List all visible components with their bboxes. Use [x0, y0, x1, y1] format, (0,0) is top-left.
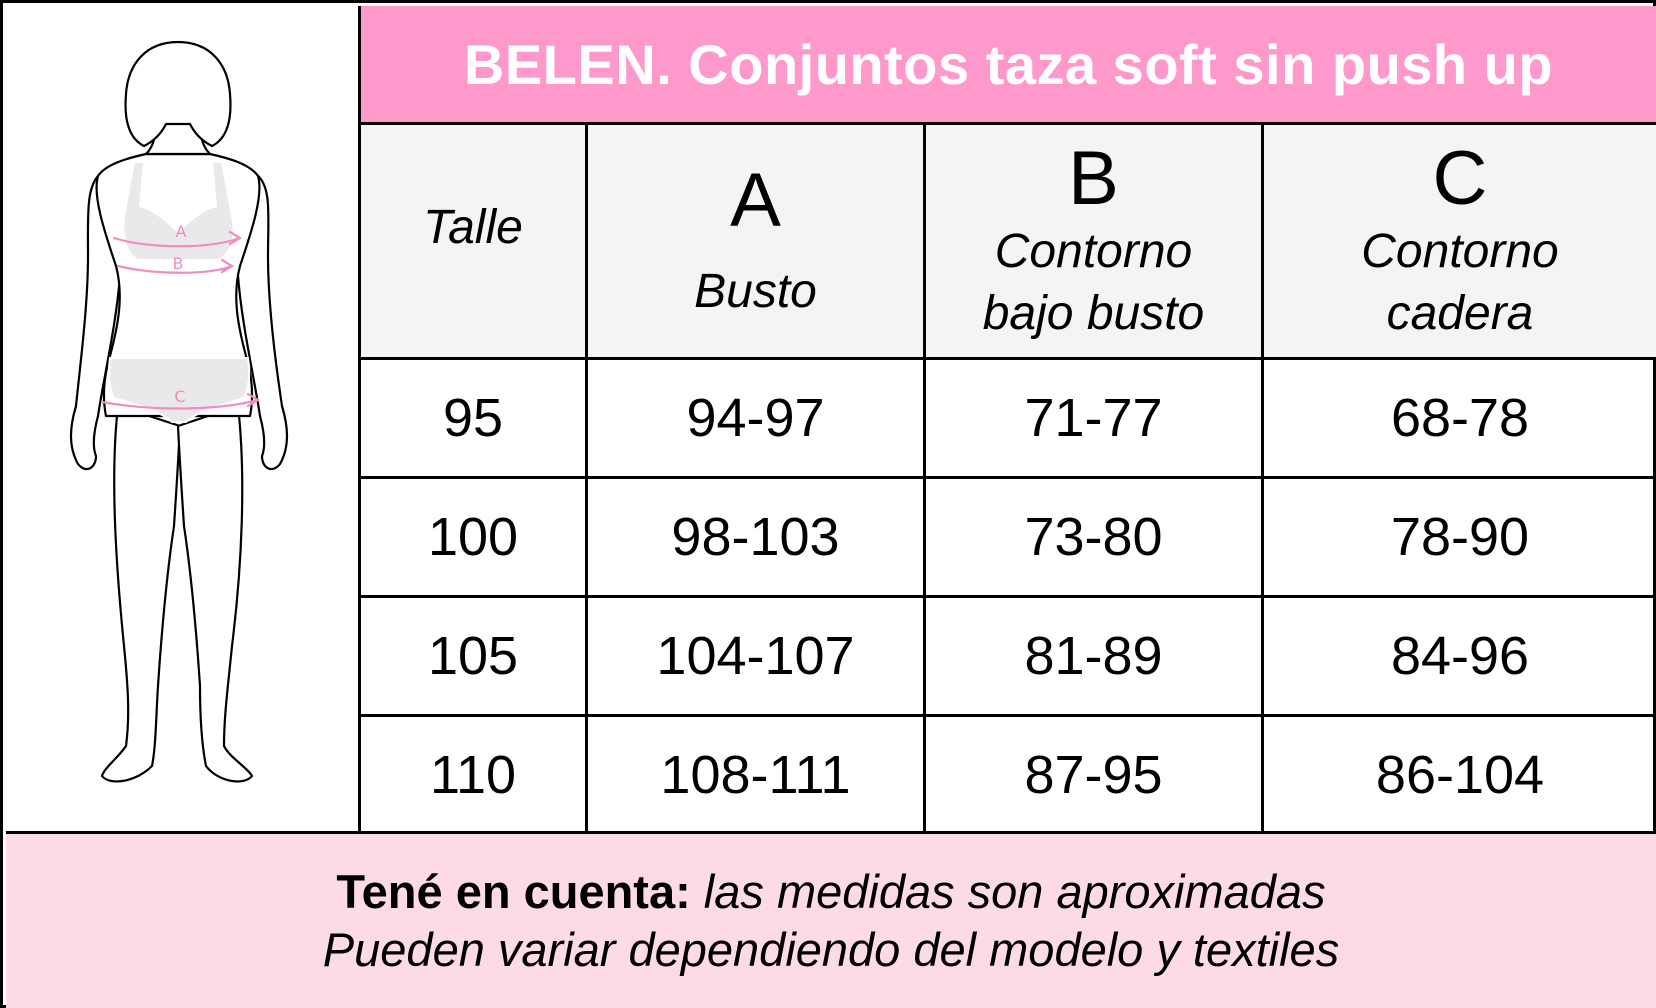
column-label-contorno-c: Contorno [1361, 225, 1559, 278]
cell-busto: 98-103 [585, 476, 926, 598]
body-measurement-figure: A B C [69, 40, 289, 783]
column-label-bajo-busto: bajo busto [982, 287, 1205, 340]
briefs-shape [107, 357, 251, 423]
body-figure-panel: A B C [6, 6, 361, 831]
bra-shape [122, 161, 235, 261]
cell-busto: 104-107 [585, 595, 926, 717]
arrow-a [228, 230, 243, 246]
column-letter-a: A [730, 158, 781, 243]
marker-a: A [176, 222, 187, 241]
underbust-line-b [116, 264, 234, 274]
column-label-cadera: cadera [1386, 287, 1534, 340]
cell-talle: 100 [361, 476, 588, 598]
hip-line-c [100, 398, 260, 410]
cell-busto: 108-111 [585, 714, 926, 833]
table-row: 105 104-107 81-89 84-96 [361, 595, 1656, 717]
table-row: 100 98-103 73-80 78-90 [361, 476, 1656, 598]
arrow-c [246, 392, 261, 408]
cell-talle: 110 [361, 714, 588, 833]
disclaimer-text: las medidas son aproximadas [690, 865, 1326, 918]
table-header-row: Talle A Busto B Contorno bajo busto C Co… [361, 125, 1656, 360]
column-label-contorno-b: Contorno [994, 225, 1193, 278]
cell-cadera: 86-104 [1261, 714, 1656, 833]
disclaimer-footer: Tené en cuenta: las medidas son aproxima… [6, 831, 1656, 1008]
table-row: 110 108-111 87-95 86-104 [361, 714, 1656, 833]
header-cadera: C Contorno cadera [1261, 125, 1656, 360]
cell-bajo-busto: 73-80 [923, 476, 1264, 598]
disclaimer-lead: Tené en cuenta: [336, 865, 691, 918]
talle-label: Talle [423, 200, 523, 254]
cell-bajo-busto: 87-95 [923, 714, 1264, 833]
right-leg [176, 404, 254, 783]
disclaimer-line-1: Tené en cuenta: las medidas son aproxima… [336, 863, 1325, 921]
cell-bajo-busto: 71-77 [923, 357, 1264, 479]
marker-c: C [174, 387, 185, 406]
left-leg [100, 404, 182, 783]
marker-b: B [173, 254, 184, 273]
header-talle: Talle [361, 125, 588, 360]
cell-talle: 105 [361, 595, 588, 717]
table-row: 95 94-97 71-77 68-78 [361, 357, 1656, 479]
chart-title: BELEN. Conjuntos taza soft sin push up [361, 6, 1656, 125]
size-table: Talle A Busto B Contorno bajo busto C Co… [361, 125, 1656, 833]
column-letter-b: B [1068, 136, 1119, 221]
disclaimer-line-2: Pueden variar dependiendo del modelo y t… [322, 923, 1340, 976]
column-label-busto: Busto [694, 265, 817, 318]
cell-talle: 95 [361, 357, 588, 479]
header-bajo-busto: B Contorno bajo busto [923, 125, 1264, 360]
header-busto: A Busto [585, 125, 926, 360]
cell-bajo-busto: 81-89 [923, 595, 1264, 717]
bust-line-a [112, 236, 242, 248]
column-letter-c: C [1432, 136, 1488, 221]
cell-cadera: 68-78 [1261, 357, 1656, 479]
measurement-lines [100, 230, 261, 410]
cell-cadera: 84-96 [1261, 595, 1656, 717]
cell-cadera: 78-90 [1261, 476, 1656, 598]
head [124, 40, 232, 148]
arrow-b [220, 258, 235, 274]
cell-busto: 94-97 [585, 357, 926, 479]
